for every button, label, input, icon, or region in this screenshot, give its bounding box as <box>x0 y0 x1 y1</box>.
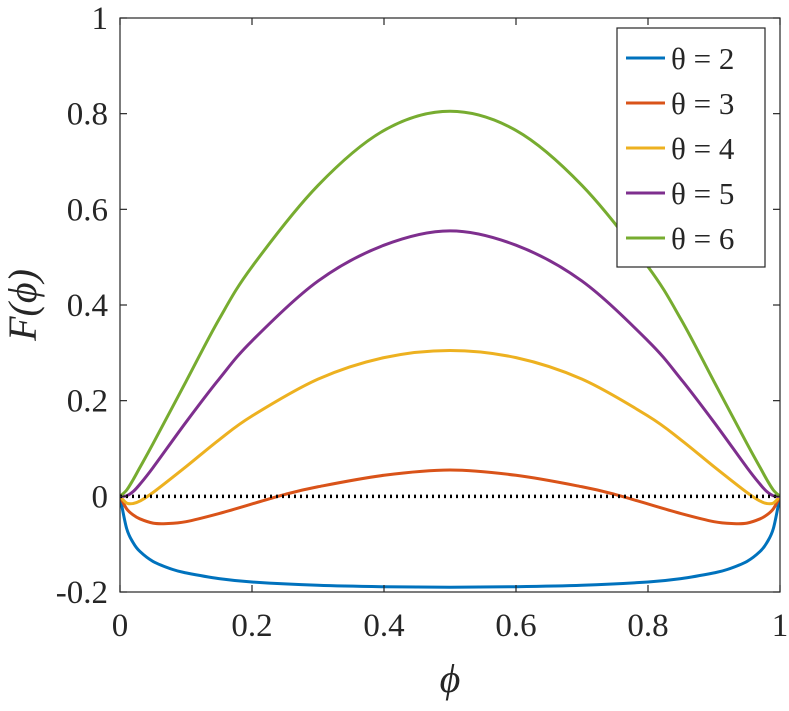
x-tick-label: 0.6 <box>495 608 536 644</box>
x-tick-label: 0 <box>112 608 129 644</box>
y-tick-label: 0 <box>92 479 109 515</box>
y-tick-label: 0.6 <box>67 192 108 228</box>
legend-entry: θ = 5 <box>626 176 734 211</box>
y-axis-title: F(ϕ) <box>0 269 45 342</box>
y-tick-label: 1 <box>92 1 109 37</box>
series-line-2 <box>120 468 780 526</box>
x-tick-label: 0.4 <box>363 608 404 644</box>
series-line-5 <box>120 109 780 498</box>
legend-label: θ = 4 <box>671 131 735 166</box>
y-tick-label: 0.4 <box>67 288 108 324</box>
series-line-1 <box>120 494 780 589</box>
series-line-4 <box>120 229 780 498</box>
x-tick-label: 0.2 <box>231 608 272 644</box>
y-tick-label: 0.2 <box>67 384 108 420</box>
legend-label: θ = 2 <box>671 41 734 76</box>
legend: θ = 2 θ = 3 θ = 4 θ = 5 θ = 6 <box>616 27 766 268</box>
x-tick-label: 1 <box>772 608 789 644</box>
legend-entry: θ = 6 <box>626 221 734 256</box>
legend-entry: θ = 3 <box>626 86 734 121</box>
legend-label: θ = 6 <box>671 221 734 256</box>
y-tick-label: 0.8 <box>67 97 108 133</box>
series-line-3 <box>120 348 780 506</box>
legend-label: θ = 5 <box>671 176 734 211</box>
y-tick-label: -0.2 <box>56 575 108 611</box>
plot-area <box>120 109 780 589</box>
legend-label: θ = 3 <box>671 86 734 121</box>
legend-entry: θ = 2 <box>626 41 734 76</box>
x-axis-title: ϕ <box>440 656 461 701</box>
x-tick-label: 0.8 <box>627 608 668 644</box>
legend-entry: θ = 4 <box>626 131 735 166</box>
